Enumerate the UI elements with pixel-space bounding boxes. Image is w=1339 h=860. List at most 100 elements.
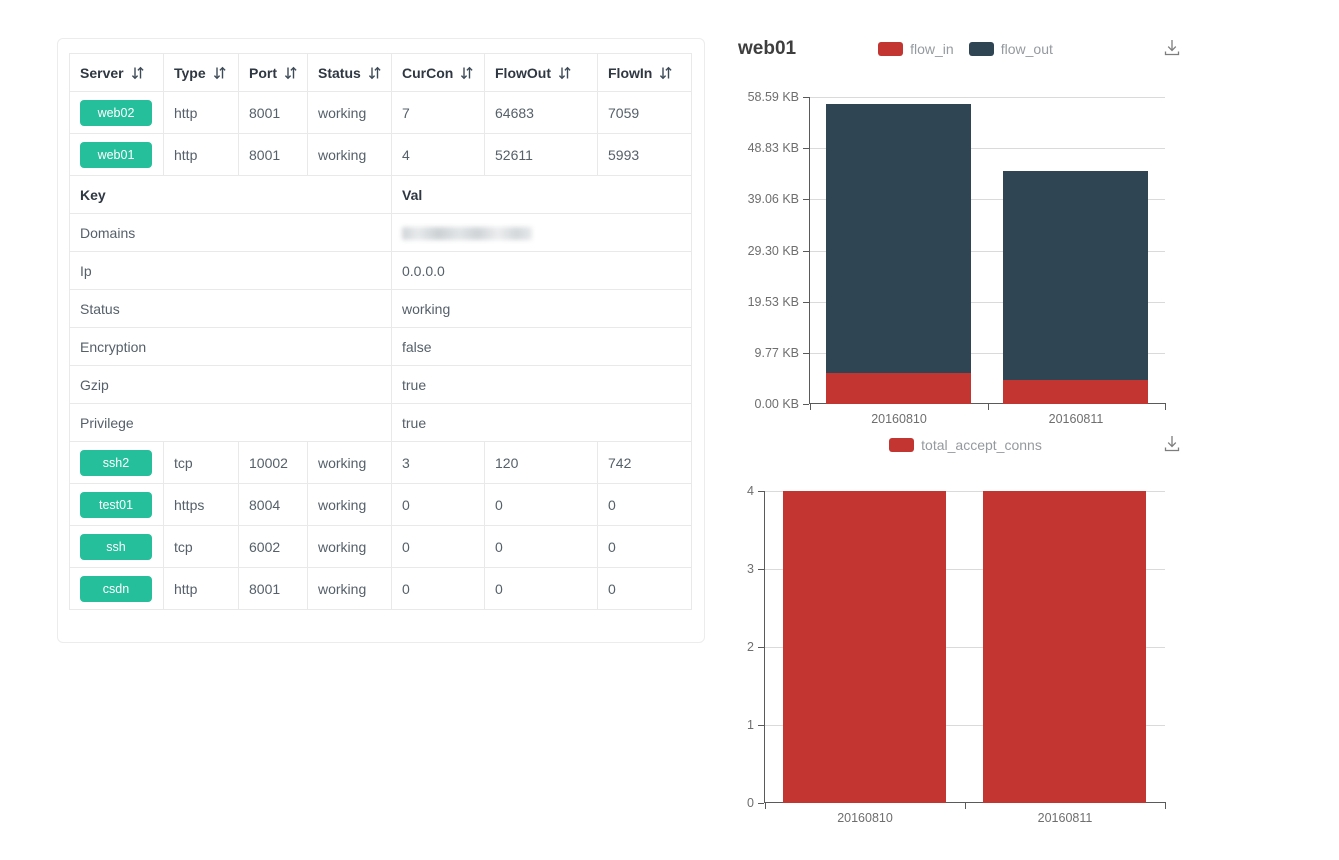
flow-chart-plot: 58.59 KB 48.83 KB 39.06 KB 29.30 KB 19.53 KB… xyxy=(748,90,1166,426)
status-cell: working xyxy=(307,441,392,484)
status-cell: working xyxy=(307,133,392,176)
flowout-cell: 120 xyxy=(484,441,598,484)
legend-label: flow_out xyxy=(1000,41,1053,57)
y-axis-tick xyxy=(803,353,809,354)
val-cell: 0.0.0.0 xyxy=(391,251,692,290)
legend-item-total_accept_conns[interactable]: total_accept_conns xyxy=(889,437,1042,453)
legend-label: flow_in xyxy=(910,41,954,57)
y-axis-tick xyxy=(758,569,764,570)
y-axis-label: 48.83 KB xyxy=(747,141,799,155)
type-cell: tcp xyxy=(163,525,239,568)
keyval-row: Domains xyxy=(69,213,692,252)
val-header: Val xyxy=(391,175,692,214)
legend-swatch xyxy=(878,42,904,56)
x-axis-tick xyxy=(1165,404,1166,410)
type-cell: http xyxy=(163,133,239,176)
keyval-row: Privilege true xyxy=(69,403,692,442)
legend-item-flow_out[interactable]: flow_out xyxy=(968,41,1053,57)
server-badge[interactable]: web01 xyxy=(80,141,152,168)
bar-flow_in xyxy=(826,373,971,404)
column-header-flowout[interactable]: FlowOut xyxy=(484,53,598,92)
keyval-row: Status working xyxy=(69,289,692,328)
gridline xyxy=(810,353,1165,354)
gridline xyxy=(810,199,1165,200)
gridline xyxy=(810,148,1165,149)
y-axis-tick xyxy=(803,148,809,149)
sort-arrows-icon xyxy=(213,66,226,79)
column-header-server[interactable]: Server xyxy=(69,53,164,92)
column-header-status[interactable]: Status xyxy=(307,53,392,92)
keyval-header-row: Key Val xyxy=(69,175,692,214)
keyval-row: Gzip true xyxy=(69,365,692,404)
key-header: Key xyxy=(69,175,392,214)
bar-flow_in xyxy=(1003,380,1148,404)
y-axis-tick xyxy=(803,199,809,200)
curcon-cell: 0 xyxy=(391,483,485,526)
server-badge[interactable]: ssh2 xyxy=(80,449,152,476)
y-axis-label: 19.53 KB xyxy=(747,295,799,309)
flowin-cell: 7059 xyxy=(597,91,692,134)
val-cell: true xyxy=(391,403,692,442)
save-as-image-icon[interactable] xyxy=(1161,38,1183,60)
y-axis-label: 0 xyxy=(747,796,754,810)
column-label: FlowIn xyxy=(608,64,653,81)
flow-chart-panel: web01 flow_in flow_out 58.59 KB 48.83 KB 39… xyxy=(738,32,1193,432)
y-axis-label: 39.06 KB xyxy=(747,192,799,206)
y-axis-tick xyxy=(758,725,764,726)
curcon-cell: 0 xyxy=(391,567,485,610)
server-badge[interactable]: web02 xyxy=(80,99,152,126)
type-cell: https xyxy=(163,483,239,526)
x-axis-label: 20160811 xyxy=(1048,412,1104,426)
port-cell: 8001 xyxy=(238,567,308,610)
port-cell: 8001 xyxy=(238,133,308,176)
port-cell: 8001 xyxy=(238,91,308,134)
status-cell: working xyxy=(307,91,392,134)
keyval-row: Ip 0.0.0.0 xyxy=(69,251,692,290)
val-cell: true xyxy=(391,365,692,404)
save-as-image-icon[interactable] xyxy=(1161,434,1183,456)
x-axis-tick xyxy=(765,803,766,809)
curcon-cell: 7 xyxy=(391,91,485,134)
server-cell: web01 xyxy=(69,133,164,176)
column-label: Status xyxy=(318,64,361,81)
type-cell: http xyxy=(163,567,239,610)
y-axis-line xyxy=(809,97,810,404)
y-axis-label: 0.00 KB xyxy=(754,397,799,411)
flowout-cell: 0 xyxy=(484,525,598,568)
chart-legend: total_accept_conns xyxy=(738,437,1193,453)
y-axis-label: 4 xyxy=(747,484,754,498)
keyval-row: Encryption false xyxy=(69,327,692,366)
legend-item-flow_in[interactable]: flow_in xyxy=(878,41,954,57)
bar-flow_out xyxy=(826,104,971,373)
gridline xyxy=(810,251,1165,252)
y-axis-tick xyxy=(803,97,809,98)
y-axis-label: 1 xyxy=(747,718,754,732)
gridline xyxy=(810,302,1165,303)
curcon-cell: 3 xyxy=(391,441,485,484)
server-badge[interactable]: ssh xyxy=(80,533,152,560)
server-cell: test01 xyxy=(69,483,164,526)
y-axis-label: 3 xyxy=(747,562,754,576)
table-row: web02 http 8001 working 7 64683 7059 xyxy=(69,91,692,134)
column-header-curcon[interactable]: CurCon xyxy=(391,53,485,92)
y-axis-label: 2 xyxy=(747,640,754,654)
x-axis-tick xyxy=(1165,803,1166,809)
sort-arrows-icon xyxy=(131,66,144,79)
table-header: Server Type Port Status CurCon FlowOut FlowIn xyxy=(69,53,692,92)
server-badge[interactable]: csdn xyxy=(80,575,152,602)
server-table-card: Server Type Port Status CurCon FlowOut FlowIn … xyxy=(57,38,705,643)
y-axis-tick xyxy=(803,302,809,303)
key-cell: Encryption xyxy=(69,327,392,366)
curcon-cell: 4 xyxy=(391,133,485,176)
server-badge[interactable]: test01 xyxy=(80,491,152,518)
status-cell: working xyxy=(307,483,392,526)
server-cell: csdn xyxy=(69,567,164,610)
table-row: web01 http 8001 working 4 52611 5993 xyxy=(69,133,692,176)
x-axis-line xyxy=(809,403,1166,404)
y-axis-label: 58.59 KB xyxy=(747,90,799,104)
column-header-flowin[interactable]: FlowIn xyxy=(597,53,692,92)
column-header-port[interactable]: Port xyxy=(238,53,308,92)
server-cell: ssh xyxy=(69,525,164,568)
y-axis-tick xyxy=(758,647,764,648)
column-header-type[interactable]: Type xyxy=(163,53,239,92)
